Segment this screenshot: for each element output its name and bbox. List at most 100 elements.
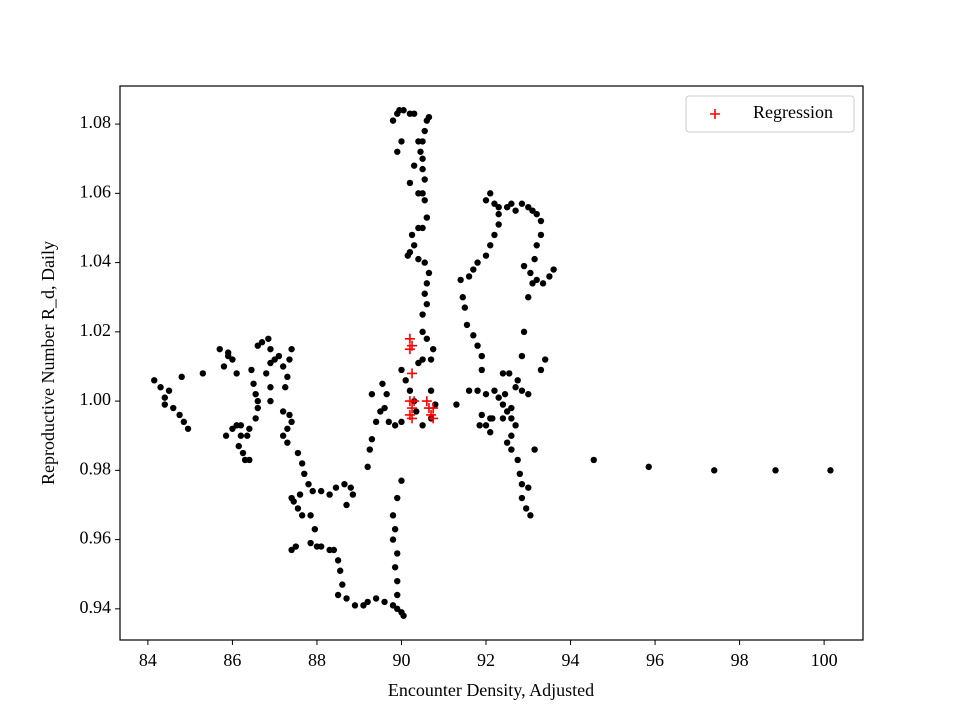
dot-marker [419, 356, 426, 363]
dot-marker [254, 404, 261, 412]
dot-marker [478, 352, 485, 360]
plus-marker [428, 403, 439, 414]
y-tick-label: 1.06 [80, 181, 112, 201]
dot-marker [533, 242, 540, 249]
dot-marker [518, 200, 526, 207]
dot-marker [482, 390, 490, 398]
x-tick-label: 90 [392, 650, 410, 670]
dot-marker [391, 564, 399, 571]
dot-marker [423, 214, 431, 221]
dot-marker [339, 581, 346, 588]
plus-marker [407, 403, 418, 414]
dot-marker [453, 401, 460, 408]
x-tick-label: 84 [139, 650, 157, 670]
dot-marker [508, 446, 515, 453]
dot-marker [394, 605, 401, 613]
dot-marker [419, 165, 426, 173]
y-tick-label: 0.96 [80, 528, 112, 548]
dot-marker [508, 415, 515, 422]
dot-marker [410, 162, 418, 169]
dot-marker [495, 210, 502, 218]
dot-marker [495, 203, 502, 211]
dot-marker [514, 456, 521, 464]
dot-marker [478, 411, 485, 419]
dot-marker [406, 179, 414, 187]
dot-marker [408, 231, 416, 239]
dot-marker [474, 259, 481, 266]
dot-marker [427, 356, 435, 363]
dot-marker [286, 411, 293, 419]
dot-marker [178, 373, 185, 381]
dot-marker [267, 397, 274, 405]
dot-marker [394, 550, 401, 557]
dot-marker [279, 432, 287, 439]
dot-marker [235, 442, 242, 450]
dot-marker [246, 425, 253, 432]
dot-marker [525, 390, 532, 398]
dot-marker [282, 384, 289, 391]
dot-marker [377, 408, 384, 415]
dot-marker [336, 567, 344, 574]
dot-marker [503, 439, 511, 446]
dot-marker [772, 467, 779, 474]
dot-marker [391, 422, 399, 429]
dot-marker [364, 463, 371, 471]
dot-marker [389, 536, 397, 543]
dot-marker [518, 480, 526, 488]
dot-marker [286, 356, 293, 363]
dot-marker [415, 138, 422, 145]
dot-marker [457, 276, 464, 284]
dot-marker [645, 463, 652, 471]
legend-marker [710, 109, 720, 119]
dot-marker [279, 363, 287, 370]
dot-marker [482, 252, 490, 259]
dot-marker [294, 449, 302, 457]
dot-marker [487, 242, 494, 249]
dot-marker [267, 359, 274, 367]
y-tick-label: 0.98 [80, 458, 112, 478]
dot-marker [531, 255, 538, 263]
dot-marker [533, 210, 540, 218]
dot-marker [529, 280, 536, 287]
dot-marker [421, 290, 428, 297]
dot-marker [394, 577, 401, 585]
dot-marker [366, 446, 373, 453]
dot-marker [161, 401, 168, 408]
dot-marker [491, 231, 498, 239]
dot-marker [180, 418, 188, 426]
dot-marker [258, 339, 266, 346]
dot-marker [415, 190, 422, 197]
dot-marker [248, 366, 255, 374]
dot-marker [381, 598, 388, 606]
plot-frame [119, 85, 864, 641]
dot-marker [288, 345, 295, 353]
dot-marker [332, 484, 340, 491]
plus-marker [409, 396, 420, 407]
legend-box [685, 95, 855, 133]
dot-marker [421, 176, 428, 183]
dot-marker [199, 370, 207, 377]
dot-marker [267, 345, 274, 353]
plus-marker [428, 413, 439, 424]
y-tick-label: 1.04 [80, 251, 112, 271]
dot-marker [389, 512, 397, 519]
dot-marker [400, 612, 407, 619]
dot-marker [284, 425, 291, 432]
dot-marker [550, 266, 557, 273]
dot-marker [267, 384, 274, 391]
dot-marker [413, 408, 420, 415]
y-tick-label: 1.08 [80, 112, 112, 132]
dot-marker [222, 432, 230, 439]
dot-marker [508, 404, 515, 412]
y-tick-label: 1.00 [80, 389, 112, 409]
dot-marker [334, 591, 342, 599]
dot-marker [421, 259, 428, 266]
dot-marker [518, 387, 526, 394]
dot-marker [533, 276, 540, 284]
dot-marker [383, 390, 390, 398]
dot-marker [398, 477, 405, 484]
x-tick-label: 88 [308, 650, 326, 670]
dot-marker [389, 117, 397, 124]
dot-marker [229, 425, 236, 432]
dot-marker [176, 411, 183, 419]
